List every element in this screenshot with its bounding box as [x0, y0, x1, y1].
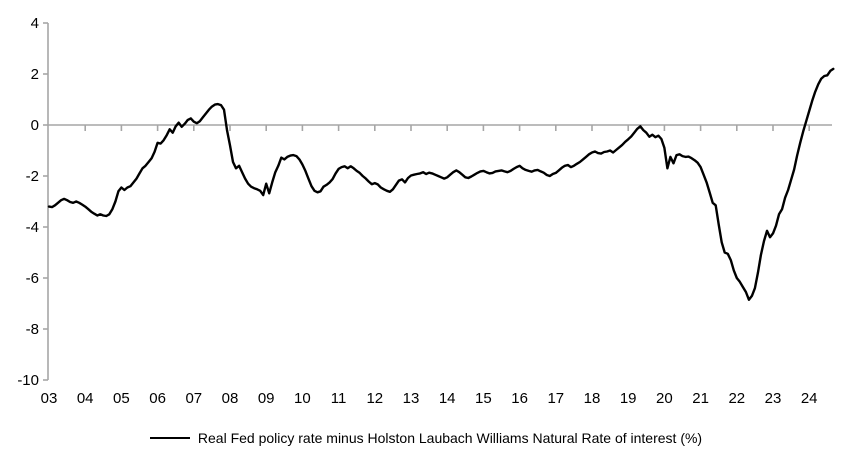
x-tick-label: 10 — [294, 390, 311, 407]
x-tick-label: 05 — [113, 390, 130, 407]
y-tick-label: -2 — [26, 168, 39, 185]
x-tick-label: 18 — [584, 390, 601, 407]
legend-label: Real Fed policy rate minus Holston Lauba… — [197, 430, 703, 446]
x-tick-label: 09 — [258, 390, 275, 407]
x-tick-label: 16 — [511, 390, 528, 407]
y-tick-label: 0 — [31, 117, 39, 134]
y-tick-label: -6 — [26, 270, 39, 287]
x-tick-label: 24 — [801, 390, 818, 407]
x-tick-label: 08 — [222, 390, 239, 407]
x-tick-label: 20 — [656, 390, 673, 407]
legend-line-swatch — [149, 437, 190, 439]
x-tick-label: 04 — [77, 390, 94, 407]
data-series-line — [47, 67, 835, 301]
x-tick-label: 14 — [439, 390, 456, 407]
x-tick-label: 13 — [403, 390, 420, 407]
x-tick-label: 21 — [692, 390, 709, 407]
y-tick-label: -8 — [26, 321, 39, 338]
y-tick-label: -4 — [26, 219, 39, 236]
x-tick-label: 12 — [366, 390, 383, 407]
y-tick-label: 4 — [31, 15, 39, 32]
x-tick-label: 17 — [547, 390, 564, 407]
x-tick-label: 19 — [620, 390, 637, 407]
y-tick-label: -10 — [17, 372, 39, 389]
x-tick-label: 07 — [185, 390, 202, 407]
legend: Real Fed policy rate minus Holston Lauba… — [0, 430, 852, 446]
x-tick-label: 23 — [765, 390, 782, 407]
x-tick-label: 06 — [149, 390, 166, 407]
x-tick-label: 22 — [728, 390, 745, 407]
x-tick-label: 03 — [41, 390, 58, 407]
x-tick-label: 11 — [331, 390, 347, 407]
x-tick-label: 15 — [475, 390, 492, 407]
y-tick-label: 2 — [31, 66, 39, 83]
